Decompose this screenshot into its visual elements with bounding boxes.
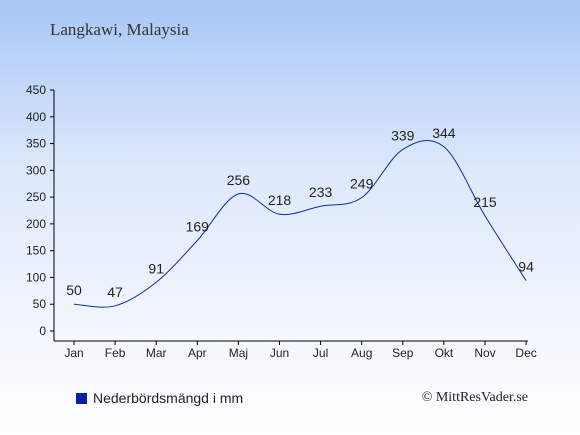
data-label: 249 (350, 176, 374, 192)
y-tick-label: 300 (26, 163, 46, 177)
data-label: 339 (391, 127, 415, 143)
data-label: 215 (473, 194, 497, 210)
x-tick-label: Feb (105, 346, 126, 360)
y-ticks: 0 50 100 150 200 250 300 350 400 450 (26, 83, 54, 338)
y-tick-label: 450 (26, 83, 46, 97)
x-tick-label: Okt (435, 346, 454, 360)
data-label: 47 (107, 284, 123, 300)
legend: Nederbördsmängd i mm (76, 390, 243, 406)
x-tick-label: Apr (188, 346, 207, 360)
chart-title: Langkawi, Malaysia (50, 20, 189, 39)
x-tick-label: Dec (515, 346, 536, 360)
x-tick-label: Jul (313, 346, 328, 360)
y-tick-label: 50 (33, 297, 47, 311)
y-tick-label: 200 (26, 217, 46, 231)
x-tick-label: Nov (474, 346, 495, 360)
data-label: 91 (148, 260, 164, 276)
legend-swatch (76, 392, 87, 404)
y-tick-label: 150 (26, 244, 46, 258)
data-label: 233 (309, 184, 333, 200)
data-label: 256 (227, 172, 251, 188)
y-tick-label: 400 (26, 110, 46, 124)
legend-label: Nederbördsmängd i mm (93, 390, 244, 406)
y-tick-label: 100 (26, 270, 46, 284)
y-tick-label: 250 (26, 190, 46, 204)
x-tick-label: Aug (351, 346, 372, 360)
data-labels: 50 47 91 169 256 218 233 249 339 344 215 94 (66, 125, 534, 300)
x-tick-label: Maj (229, 346, 248, 360)
x-tick-label: Mar (146, 346, 167, 360)
x-tick-label: Jun (270, 346, 289, 360)
y-tick-label: 350 (26, 137, 46, 151)
credit-text: © MittResVader.se (421, 390, 528, 405)
data-label: 50 (66, 282, 82, 298)
x-tick-label: Sep (392, 346, 414, 360)
data-label: 344 (432, 125, 456, 141)
data-label: 94 (518, 259, 534, 275)
precipitation-line (73, 140, 527, 308)
y-tick-label: 0 (39, 324, 46, 338)
data-label: 218 (268, 192, 292, 208)
x-ticks: Jan Feb Mar Apr Maj Jun Jul Aug Sep Okt Nov Dec (64, 341, 537, 360)
data-label: 169 (186, 218, 210, 234)
x-tick-label: Jan (64, 346, 83, 360)
